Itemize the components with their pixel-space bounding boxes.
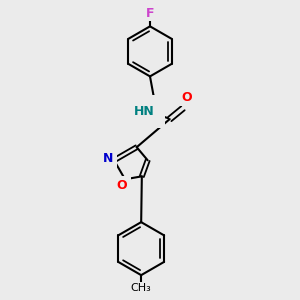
Text: CH₃: CH₃ [131, 284, 152, 293]
Text: O: O [117, 179, 128, 192]
Text: F: F [146, 7, 154, 20]
Text: O: O [182, 92, 192, 104]
Text: N: N [102, 152, 113, 165]
Text: HN: HN [134, 105, 155, 118]
